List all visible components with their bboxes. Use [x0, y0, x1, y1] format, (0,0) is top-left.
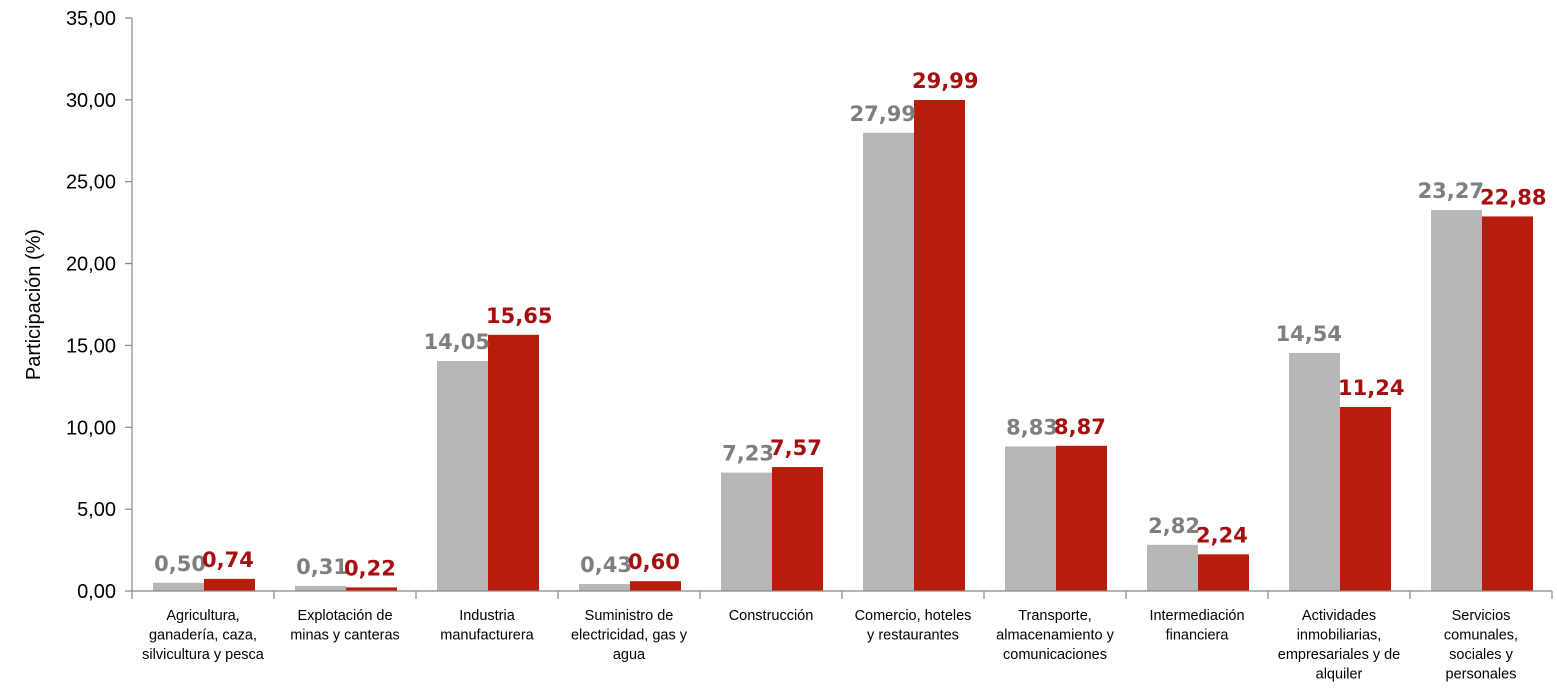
bar-series-2	[488, 334, 539, 591]
data-label-series-2: 11,24	[1338, 376, 1404, 400]
data-label-series-1: 7,23	[722, 442, 774, 466]
x-category-label: Agricultura, ganadería, caza, silvicultura…	[142, 608, 265, 663]
bar-series-2	[1340, 406, 1391, 591]
bar-series-2	[772, 467, 823, 591]
y-tick-label: 35,00	[66, 8, 116, 30]
bar-series-1	[153, 582, 204, 591]
bar-series-1	[1431, 210, 1482, 591]
x-category-label-line: Intermediación	[1149, 608, 1244, 624]
x-category-label-line: Actividades	[1302, 608, 1376, 624]
data-label-series-2: 0,60	[628, 550, 680, 574]
y-tick-label: 25,00	[66, 172, 116, 194]
bar-series-2	[1482, 216, 1533, 592]
bar-series-1	[437, 360, 488, 591]
x-category-label-line: silvicultura y pesca	[142, 647, 265, 663]
x-category-label-line: agua	[613, 647, 646, 663]
y-tick-label: 10,00	[66, 417, 116, 439]
x-category-label-line: empresariales y de	[1278, 647, 1401, 663]
x-category-label: Explotación de minas y canteras	[290, 608, 400, 644]
x-category-label: Transporte, almacenamiento y comunicacione…	[996, 608, 1114, 663]
bar-series-2	[204, 578, 255, 591]
x-category-label-line: minas y canteras	[290, 628, 400, 644]
bar-series-2	[346, 587, 397, 591]
x-category-label: Comercio, hoteles y restaurantes	[855, 608, 972, 644]
x-category-label-line: sociales y	[1449, 647, 1513, 663]
y-tick-label: 30,00	[66, 90, 116, 112]
bar-series-1	[863, 132, 914, 591]
data-label-series-1: 8,83	[1006, 415, 1058, 439]
data-label-series-2: 2,24	[1196, 523, 1248, 547]
bar-series-1	[1289, 352, 1340, 591]
x-category-label: Actividades inmobiliarias, empresariales y…	[1278, 608, 1401, 683]
x-category-label-line: Servicios	[1452, 608, 1511, 624]
data-label-series-1: 0,50	[154, 552, 206, 576]
y-axis: 0,00 5,00 10,00 15,00 20,00 25,00 30,00 35,00	[66, 8, 133, 603]
data-label-series-2: 15,65	[486, 304, 552, 328]
x-category-label-line: financiera	[1166, 628, 1230, 644]
data-label-series-2: 22,88	[1480, 185, 1546, 209]
data-label-series-1: 0,43	[580, 553, 632, 577]
x-category-label-line: ganadería, caza,	[149, 628, 257, 644]
y-axis-title: Participación (%)	[23, 229, 45, 380]
data-label-series-1: 14,05	[424, 330, 490, 354]
data-label-series-2: 29,99	[912, 69, 978, 93]
data-label-series-2: 0,74	[202, 548, 254, 572]
data-label-series-1: 14,54	[1276, 322, 1342, 346]
x-category-label: Intermediación financiera	[1149, 608, 1244, 644]
bar-series-1	[1147, 544, 1198, 591]
bar-series-2	[1198, 554, 1249, 591]
x-category-label-line: Industria	[459, 608, 516, 624]
x-category-label-line: almacenamiento y	[996, 628, 1114, 644]
bar-series-1	[579, 583, 630, 591]
y-tick-label: 15,00	[66, 335, 116, 357]
x-category-label-line: Agricultura,	[166, 608, 239, 624]
x-category-label-line: Explotación de	[297, 608, 392, 624]
bar-series-1	[721, 472, 772, 591]
x-category-label: Construcción	[729, 608, 814, 624]
y-tick-label: 5,00	[77, 499, 116, 521]
bar-series-2	[914, 100, 965, 591]
data-labels: 0,50 0,31 14,05 0,43 7,23 27,99 8,83 2,82 14,54 2…	[154, 69, 1546, 580]
bar-series-1	[295, 585, 346, 591]
data-label-series-2: 7,57	[770, 436, 822, 460]
data-label-series-1: 0,31	[296, 555, 348, 579]
x-category-label-line: y restaurantes	[867, 628, 959, 644]
x-category-label-line: comunales,	[1444, 628, 1518, 644]
x-category-label: Servicios comunales, sociales y personales	[1444, 608, 1518, 683]
x-category-label-line: personales	[1446, 667, 1517, 683]
x-axis: Agricultura, ganadería, caza, silvicultura…	[131, 590, 1553, 683]
bar-series-2	[1056, 445, 1107, 591]
data-label-series-1: 2,82	[1148, 514, 1200, 538]
data-label-series-2: 8,87	[1054, 415, 1106, 439]
x-category-label-line: Construcción	[729, 608, 814, 624]
data-label-series-2: 0,22	[344, 556, 396, 580]
bar-series-2	[630, 581, 681, 591]
x-category-label-line: manufacturera	[440, 628, 534, 644]
data-label-series-1: 23,27	[1418, 179, 1484, 203]
x-category-label-line: alquiler	[1316, 667, 1363, 683]
x-category-label-line: Comercio, hoteles	[855, 608, 972, 624]
bar-series-1	[1005, 446, 1056, 591]
y-tick-label: 0,00	[77, 581, 116, 603]
x-category-label: Suministro de electricidad, gas y agua	[571, 608, 688, 663]
x-category-label-line: comunicaciones	[1003, 647, 1107, 663]
data-label-series-1: 27,99	[850, 102, 916, 126]
bars	[153, 100, 1533, 592]
x-category-label-line: inmobiliarias,	[1297, 628, 1382, 644]
x-category-label-line: electricidad, gas y	[571, 628, 688, 644]
x-category-label: Industria manufacturera	[440, 608, 534, 644]
y-tick-label: 20,00	[66, 254, 116, 276]
x-category-label-line: Suministro de	[585, 608, 674, 624]
x-category-label-line: Transporte,	[1018, 608, 1092, 624]
